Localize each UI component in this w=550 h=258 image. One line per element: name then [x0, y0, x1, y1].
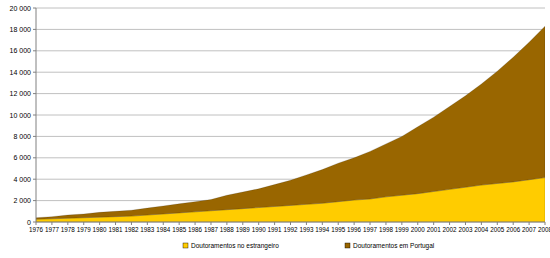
y-tick-label: 4 000: [13, 176, 31, 183]
x-tick-label: 1985: [172, 226, 187, 233]
x-tick-label: 2006: [506, 226, 521, 233]
x-tick-label: 1996: [347, 226, 362, 233]
x-tick: [354, 222, 355, 225]
y-tick-label: 20 000: [10, 5, 32, 12]
x-tick-label: 1979: [77, 226, 92, 233]
x-tick-label: 1999: [395, 226, 410, 233]
x-tick: [115, 222, 116, 225]
legend-swatch: [345, 243, 350, 248]
x-tick-label: 1998: [379, 226, 394, 233]
x-tick: [497, 222, 498, 225]
x-tick-label: 1976: [29, 226, 44, 233]
area: [36, 26, 545, 219]
y-tick-label: 18 000: [10, 26, 32, 33]
x-tick: [449, 222, 450, 225]
x-tick: [338, 222, 339, 225]
x-tick-label: 1983: [140, 226, 155, 233]
y-tick-label: 0: [27, 219, 31, 226]
y-tick-label: 12 000: [10, 90, 32, 97]
x-tick: [210, 222, 211, 225]
x-tick: [465, 222, 466, 225]
x-tick-label: 2000: [411, 226, 426, 233]
x-tick-label: 1995: [331, 226, 346, 233]
x-tick: [401, 222, 402, 225]
x-tick: [306, 222, 307, 225]
x-tick: [481, 222, 482, 225]
x-tick-label: 1987: [204, 226, 219, 233]
grid-line: [36, 72, 545, 73]
x-tick: [258, 222, 259, 225]
legend-label: Doutoramentos no estrangeiro: [191, 242, 279, 250]
x-tick-label: 1988: [220, 226, 235, 233]
x-tick-label: 2005: [490, 226, 505, 233]
grid-line: [36, 8, 545, 9]
grid-line: [36, 50, 545, 51]
x-tick: [242, 222, 243, 225]
x-tick-label: 1984: [156, 226, 171, 233]
y-tick-label: 8 000: [13, 133, 31, 140]
x-tick: [417, 222, 418, 225]
x-tick-label: 2001: [427, 226, 442, 233]
x-tick-label: 1989: [236, 226, 251, 233]
x-tick: [67, 222, 68, 225]
plot-area: [36, 26, 545, 222]
x-tick: [322, 222, 323, 225]
x-tick-label: 2007: [522, 226, 537, 233]
x-tick: [545, 222, 546, 225]
x-tick-label: 1991: [268, 226, 283, 233]
x-tick: [99, 222, 100, 225]
y-tick-label: 14 000: [10, 69, 32, 76]
y-axis: [36, 8, 37, 222]
y-tick-label: 2 000: [13, 197, 31, 204]
x-tick: [163, 222, 164, 225]
x-tick-label: 2003: [458, 226, 473, 233]
x-tick: [529, 222, 530, 225]
chart: 0 2 000 4 000 6 000 8 000 10 000 12 000 14 000 1…: [0, 0, 550, 258]
x-tick: [36, 222, 37, 225]
x-tick-label: 1978: [61, 226, 76, 233]
x-tick: [131, 222, 132, 225]
x-tick: [370, 222, 371, 225]
x-tick: [385, 222, 386, 225]
x-tick: [195, 222, 196, 225]
x-tick: [433, 222, 434, 225]
x-tick-label: 2002: [443, 226, 458, 233]
x-tick: [226, 222, 227, 225]
legend-label: Doutoramentos em Portugal: [353, 242, 435, 250]
y-tick-label: 10 000: [10, 112, 32, 119]
x-tick: [83, 222, 84, 225]
legend-swatch: [183, 243, 188, 248]
y-tick-label: 6 000: [13, 154, 31, 161]
x-tick-label: 1982: [124, 226, 139, 233]
x-tick: [513, 222, 514, 225]
x-tick-label: 1986: [188, 226, 203, 233]
grid-line: [36, 29, 545, 30]
x-tick-label: 1997: [363, 226, 378, 233]
x-tick-label: 1990: [252, 226, 267, 233]
x-tick-label: 1981: [109, 226, 124, 233]
x-tick-label: 2008: [538, 226, 550, 233]
y-tick-label: 16 000: [10, 47, 32, 54]
x-tick-label: 2004: [474, 226, 489, 233]
x-tick: [147, 222, 148, 225]
x-tick-label: 1980: [93, 226, 108, 233]
x-tick: [179, 222, 180, 225]
x-tick: [274, 222, 275, 225]
x-tick: [290, 222, 291, 225]
x-tick-label: 1977: [45, 226, 60, 233]
x-tick: [51, 222, 52, 225]
x-tick-label: 1994: [315, 226, 330, 233]
x-tick-label: 1993: [299, 226, 314, 233]
x-tick-label: 1992: [283, 226, 298, 233]
